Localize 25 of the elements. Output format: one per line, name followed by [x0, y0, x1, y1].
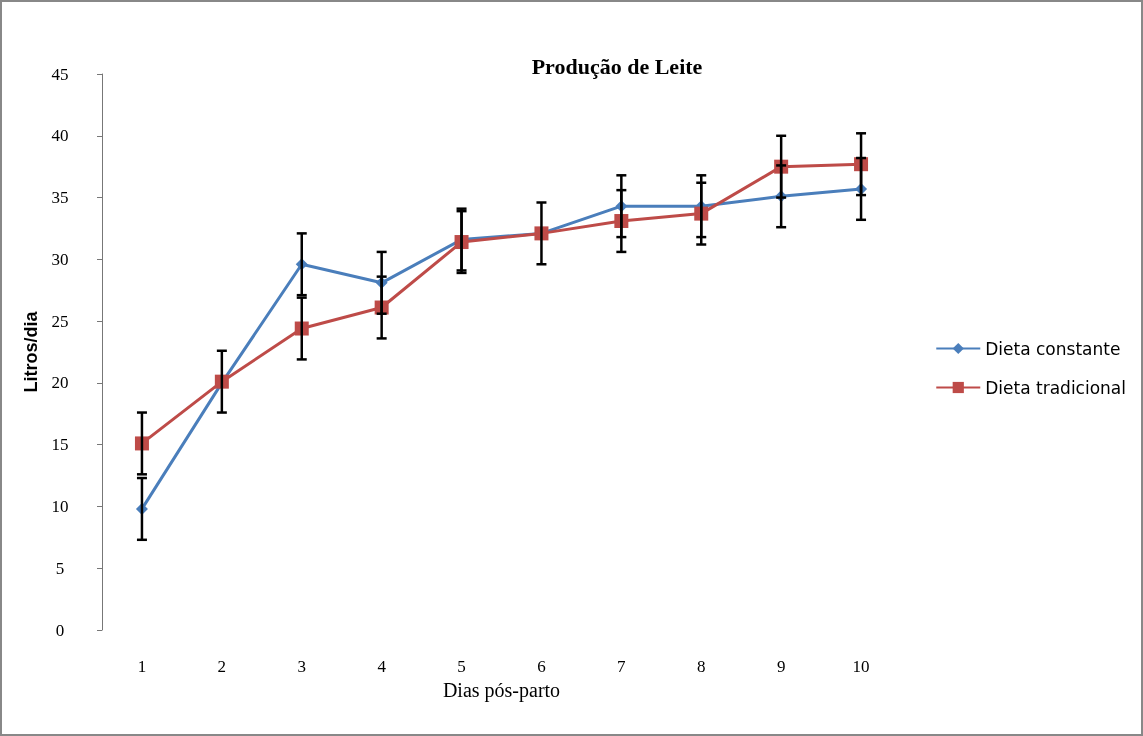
x-tick-label: 1 — [137, 657, 147, 676]
y-tick-label: 35 — [51, 188, 69, 208]
x-tick-label: 3 — [297, 657, 306, 676]
y-tick-label: 40 — [51, 126, 69, 146]
legend-label: Dieta constante — [985, 338, 1121, 359]
y-tick-label: 0 — [55, 620, 65, 640]
x-tick-label: 7 — [617, 657, 627, 676]
y-tick-label: 15 — [51, 435, 69, 455]
x-tick-label: 4 — [377, 657, 387, 676]
x-tick-label: 2 — [217, 657, 227, 676]
x-tick-label: 10 — [852, 657, 870, 676]
x-tick-label: 9 — [776, 657, 786, 676]
x-tick-label: 8 — [697, 657, 706, 676]
y-tick-label: 30 — [51, 249, 69, 269]
x-tick-label: 5 — [457, 657, 466, 676]
x-tick-label: 6 — [537, 657, 546, 676]
y-tick-label: 5 — [55, 558, 65, 578]
y-tick-label: 25 — [51, 311, 69, 331]
y-tick-label: 10 — [51, 496, 69, 516]
chart-title: Produção de Leite — [531, 53, 703, 79]
y-tick-label: 45 — [51, 64, 69, 84]
y-tick-label: 20 — [51, 373, 69, 393]
y-axis-title: Litros/dia — [21, 310, 41, 393]
x-axis-title: Dias pós-parto — [442, 679, 561, 702]
legend-label: Dieta tradicional — [985, 377, 1126, 398]
